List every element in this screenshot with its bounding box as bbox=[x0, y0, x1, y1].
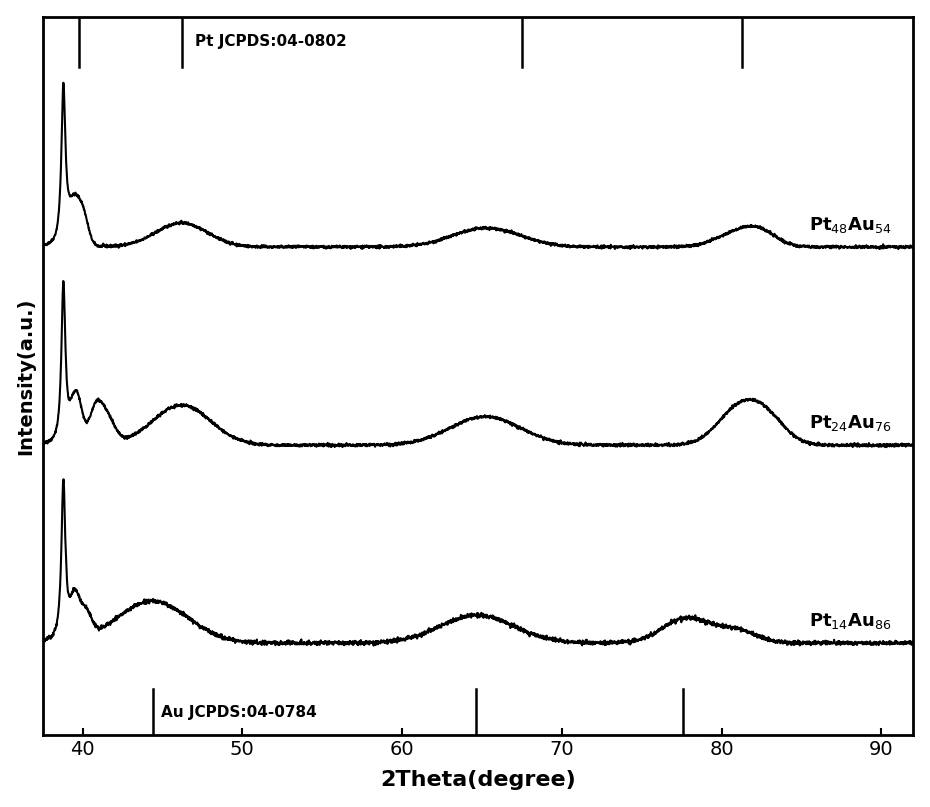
Y-axis label: Intensity(a.u.): Intensity(a.u.) bbox=[17, 297, 35, 454]
Text: Pt$_{24}$Au$_{76}$: Pt$_{24}$Au$_{76}$ bbox=[809, 413, 892, 433]
Text: Pt$_{14}$Au$_{86}$: Pt$_{14}$Au$_{86}$ bbox=[809, 611, 892, 631]
Text: Pt JCPDS:04-0802: Pt JCPDS:04-0802 bbox=[195, 35, 347, 49]
X-axis label: 2Theta(degree): 2Theta(degree) bbox=[380, 771, 576, 790]
Text: Au JCPDS:04-0784: Au JCPDS:04-0784 bbox=[161, 705, 316, 720]
Text: Pt$_{48}$Au$_{54}$: Pt$_{48}$Au$_{54}$ bbox=[809, 215, 892, 235]
